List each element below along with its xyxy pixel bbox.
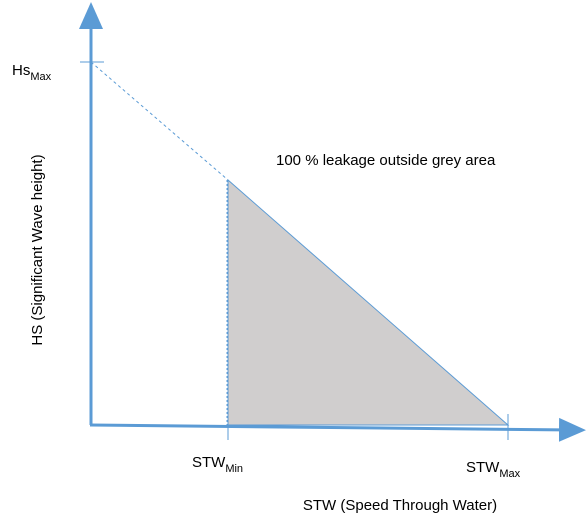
stw-max-label: STWMax (466, 459, 521, 480)
hs-max-label: HsMax (12, 62, 52, 83)
x-axis-label: STW (Speed Through Water) (303, 497, 497, 514)
label-main: Hs (12, 62, 30, 79)
label-main: STW (466, 459, 500, 476)
grey-area (227, 178, 510, 426)
label-sub: Max (30, 71, 51, 83)
annotation: 100 % leakage outside grey area (276, 152, 496, 169)
label-main: STW (192, 454, 226, 471)
x-axis (89, 417, 586, 442)
dashed-line (90, 61, 229, 181)
stw-min-label: STWMin (192, 454, 243, 475)
label-sub: Min (225, 463, 243, 475)
y-axis-label: HS (Significant Wave height) (29, 154, 46, 345)
label-sub: Max (499, 468, 520, 480)
